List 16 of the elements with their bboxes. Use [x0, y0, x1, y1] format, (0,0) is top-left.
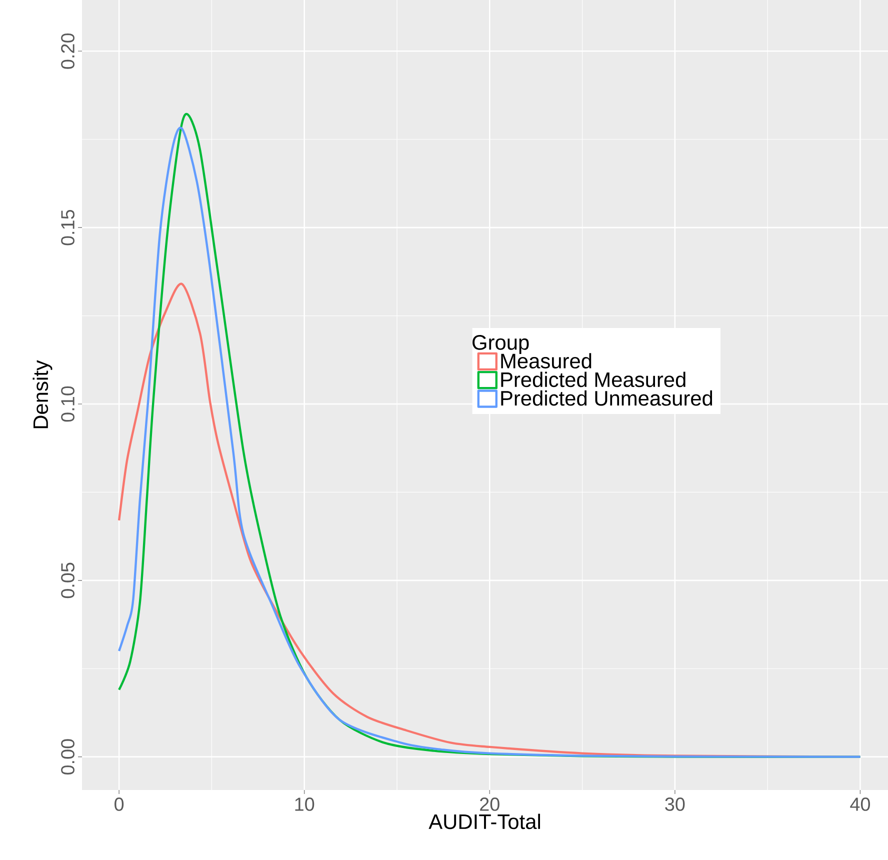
legend-title: Group: [472, 335, 529, 354]
legend-label: Measured: [501, 353, 592, 368]
legend-label: Predicted Unmeasured: [501, 390, 712, 406]
y-tick-label: 0.20: [61, 33, 74, 69]
x-tick-label: 30: [665, 798, 685, 811]
y-tick-label: 0.10: [61, 386, 74, 422]
x-tick-label: 10: [295, 798, 314, 811]
x-tick-label: 0: [114, 798, 124, 811]
y-tick-label: 0.05: [61, 562, 74, 598]
legend-label: Predicted Measured: [501, 372, 686, 388]
y-tick-label: 0.00: [61, 739, 74, 775]
x-axis-title: AUDIT-Total: [428, 814, 540, 830]
y-tick-label: 0.15: [61, 210, 74, 246]
y-axis-title: Density: [32, 360, 52, 428]
x-tick-label: 20: [480, 798, 500, 811]
x-tick-label: 40: [850, 798, 870, 811]
